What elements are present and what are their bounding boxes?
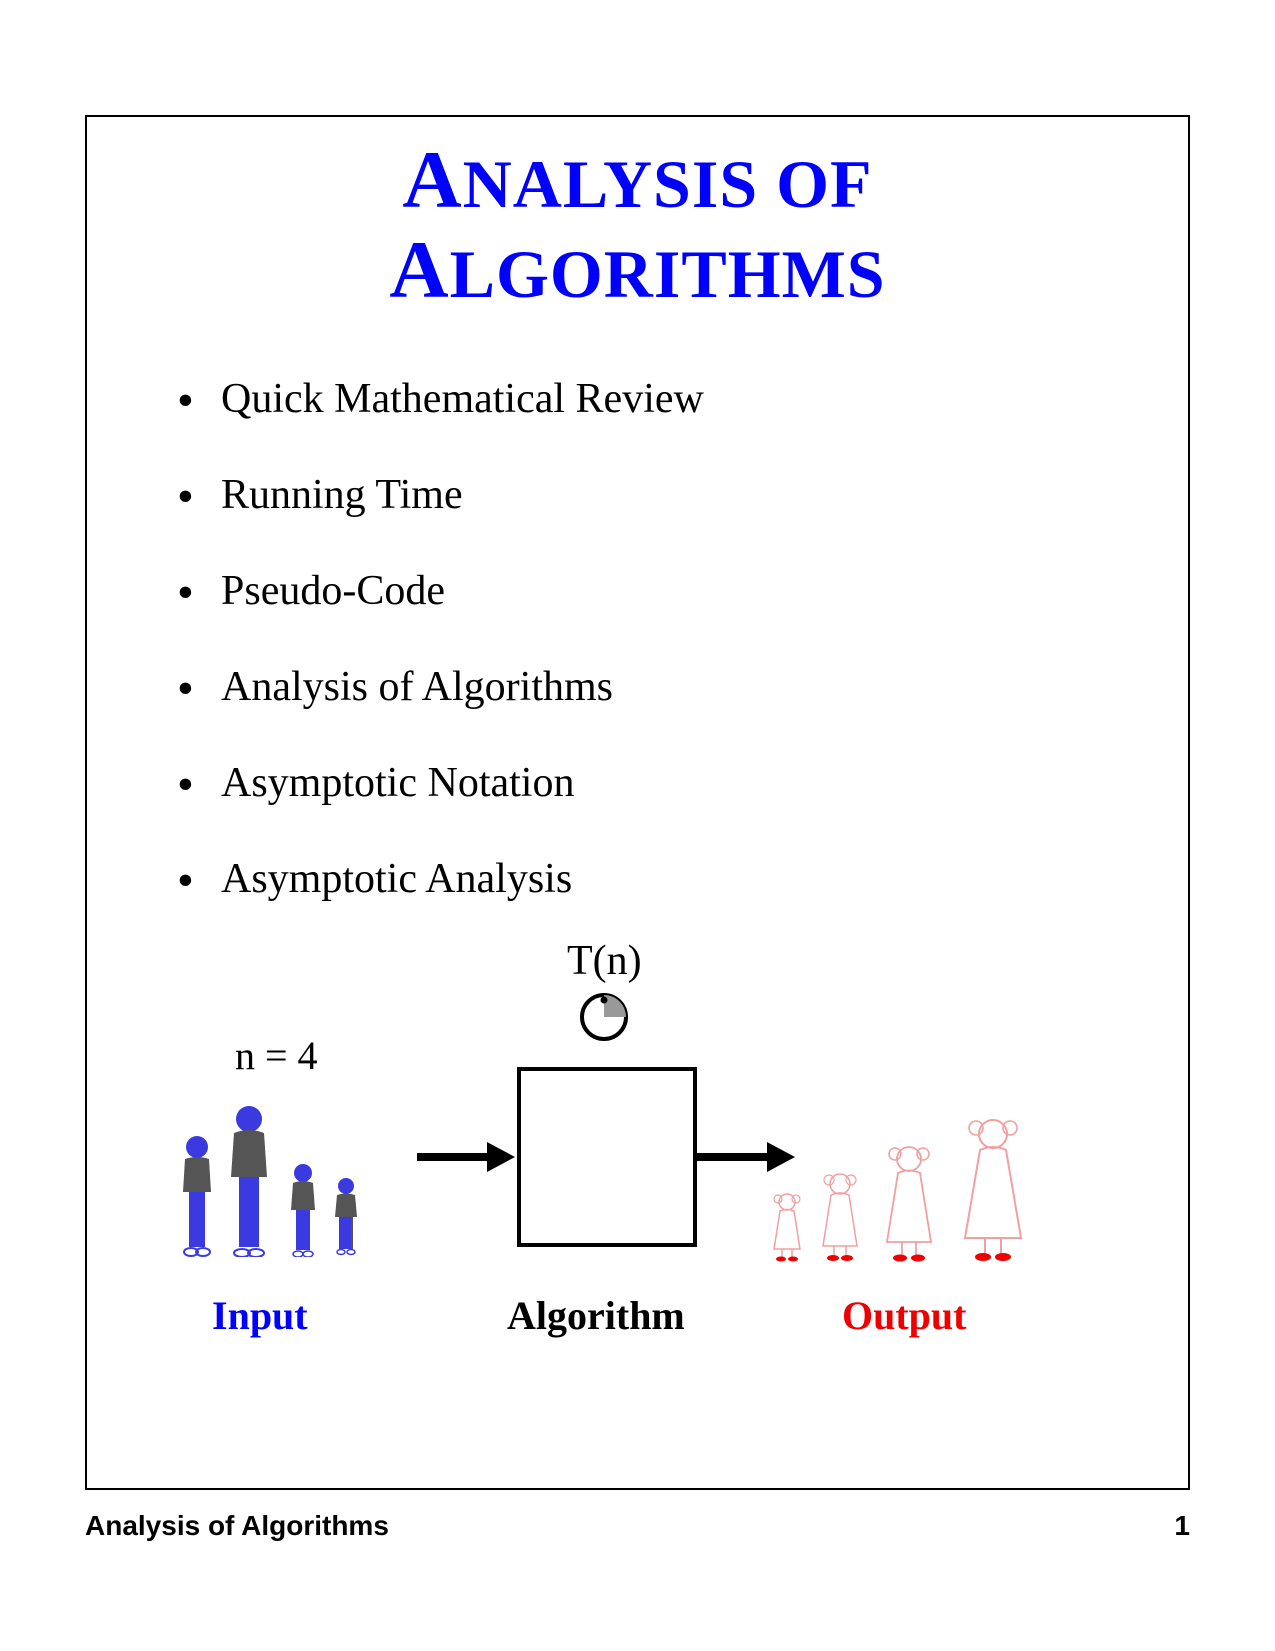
list-item: Pseudo-Code xyxy=(177,567,1188,615)
title-cap-1: A xyxy=(402,134,462,225)
output-figures-icon xyxy=(767,1112,1067,1262)
list-item: Asymptotic Analysis xyxy=(177,855,1188,903)
list-item: Asymptotic Notation xyxy=(177,759,1188,807)
footer: Analysis of Algorithms 1 xyxy=(85,1510,1190,1542)
bullet-list: Quick Mathematical Review Running Time P… xyxy=(177,375,1188,903)
title-rest-1: NALYSIS OF xyxy=(463,146,873,222)
list-item: Analysis of Algorithms xyxy=(177,663,1188,711)
page-number: 1 xyxy=(1174,1510,1190,1542)
clock-icon xyxy=(579,992,629,1042)
footer-text: Analysis of Algorithms xyxy=(85,1510,389,1541)
arrow-input-icon xyxy=(417,1142,517,1172)
algorithm-box xyxy=(517,1067,697,1247)
input-figures-icon xyxy=(167,1097,397,1257)
output-label: Output xyxy=(842,1292,967,1339)
page-title: ANALYSIS OF ALGORITHMS xyxy=(87,135,1188,315)
list-item: Running Time xyxy=(177,471,1188,519)
list-item: Quick Mathematical Review xyxy=(177,375,1188,423)
title-rest-2: LGORITHMS xyxy=(450,236,886,312)
n-label: n = 4 xyxy=(235,1032,318,1079)
algorithm-label: Algorithm xyxy=(507,1292,685,1339)
algorithm-diagram: T(n) n = 4 xyxy=(87,937,1188,1377)
input-label: Input xyxy=(212,1292,308,1339)
title-cap-2: A xyxy=(389,224,449,315)
tn-label: T(n) xyxy=(567,937,642,985)
slide-frame: ANALYSIS OF ALGORITHMS Quick Mathematica… xyxy=(85,115,1190,1490)
